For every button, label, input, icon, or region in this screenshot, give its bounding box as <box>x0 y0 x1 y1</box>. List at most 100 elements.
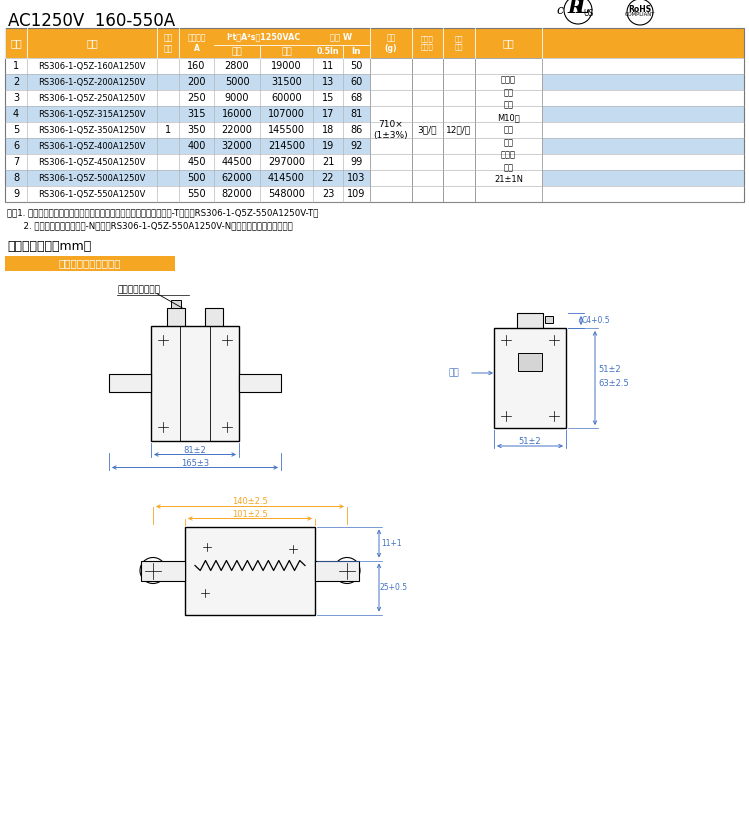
Text: 15: 15 <box>322 93 334 103</box>
Text: 86: 86 <box>351 125 363 135</box>
Bar <box>171 299 181 308</box>
Bar <box>109 374 151 392</box>
Text: RS306-1-Q5Z-350A1250V: RS306-1-Q5Z-350A1250V <box>38 126 146 135</box>
Text: 160: 160 <box>187 61 206 71</box>
Text: 2: 2 <box>13 77 19 87</box>
Bar <box>5 170 744 186</box>
Bar <box>5 186 744 202</box>
Text: 7: 7 <box>13 157 19 167</box>
Text: RS306-1-Q5Z-160A1250V: RS306-1-Q5Z-160A1250V <box>38 61 146 70</box>
Text: 3只/盒: 3只/盒 <box>418 126 437 135</box>
Text: 60000: 60000 <box>271 93 302 103</box>
Text: 414500: 414500 <box>268 173 305 183</box>
Text: 315: 315 <box>187 109 206 119</box>
Text: 9000: 9000 <box>225 93 249 103</box>
Text: 107000: 107000 <box>268 109 305 119</box>
Text: 350: 350 <box>187 125 206 135</box>
Text: 22000: 22000 <box>222 125 252 135</box>
Text: 18: 18 <box>322 125 334 135</box>
Text: 11+1: 11+1 <box>382 539 402 548</box>
Text: 165±3: 165±3 <box>181 459 209 468</box>
Bar <box>494 328 566 428</box>
Text: RS306-1-Q5Z-500A1250V: RS306-1-Q5Z-500A1250V <box>38 174 146 183</box>
Text: 25+0.5: 25+0.5 <box>380 583 408 592</box>
Text: 型号: 型号 <box>86 38 98 48</box>
Text: 基座（可加开关）: 基座（可加开关） <box>117 285 160 294</box>
Text: 产品外形尺寸（mm）: 产品外形尺寸（mm） <box>7 240 91 253</box>
Bar <box>443 58 475 202</box>
Text: ln: ln <box>352 47 361 56</box>
Text: 9: 9 <box>13 189 19 199</box>
Bar <box>475 58 542 202</box>
Bar <box>5 122 744 138</box>
Bar <box>518 353 542 371</box>
Text: 19: 19 <box>322 141 334 151</box>
Bar <box>315 561 359 581</box>
Bar <box>151 326 239 441</box>
Text: 21: 21 <box>322 157 334 167</box>
Text: 8: 8 <box>13 173 19 183</box>
Text: 101±2.5: 101±2.5 <box>232 510 268 519</box>
Bar <box>5 74 744 90</box>
Text: 1: 1 <box>165 125 171 135</box>
Text: 92: 92 <box>351 141 363 151</box>
Text: 400: 400 <box>187 141 206 151</box>
Text: 16000: 16000 <box>222 109 252 119</box>
Text: 包装
数量: 包装 数量 <box>455 36 463 50</box>
Bar <box>5 90 744 106</box>
Text: 450: 450 <box>187 157 206 167</box>
Text: 13: 13 <box>322 77 334 87</box>
Text: RS306-1-Q5Z-315A1250V: RS306-1-Q5Z-315A1250V <box>38 109 146 118</box>
Text: 尺寸
代码: 尺寸 代码 <box>163 33 172 53</box>
Text: 297000: 297000 <box>268 157 305 167</box>
Text: I²t（A²s）1250VAC: I²t（A²s）1250VAC <box>226 32 300 41</box>
Text: 11: 11 <box>322 61 334 71</box>
Text: R: R <box>568 0 584 17</box>
Text: 1: 1 <box>13 61 19 71</box>
Text: 22: 22 <box>322 173 334 183</box>
Bar <box>205 308 223 327</box>
Bar <box>5 154 744 170</box>
Text: 145500: 145500 <box>268 125 305 135</box>
Text: 0.5ln: 0.5ln <box>317 47 339 56</box>
Text: 68: 68 <box>351 93 363 103</box>
Text: 重量
(g): 重量 (g) <box>385 33 397 53</box>
Text: 82000: 82000 <box>222 189 252 199</box>
Text: 17: 17 <box>322 109 334 119</box>
Text: 550: 550 <box>187 189 206 199</box>
Text: 99: 99 <box>351 157 363 167</box>
Text: 81±2: 81±2 <box>184 446 207 455</box>
Text: 51±2: 51±2 <box>598 366 622 375</box>
Text: 燘断件外形及安装尺寸: 燘断件外形及安装尺寸 <box>58 259 121 269</box>
Text: 2800: 2800 <box>225 61 249 71</box>
Bar <box>5 106 744 122</box>
Text: 弧前: 弧前 <box>231 47 243 56</box>
Text: 31500: 31500 <box>271 77 302 87</box>
Text: 4: 4 <box>13 109 19 119</box>
Bar <box>5 138 744 154</box>
Text: 214500: 214500 <box>268 141 305 151</box>
Bar <box>185 527 315 614</box>
Text: RS306-1-Q5Z-400A1250V: RS306-1-Q5Z-400A1250V <box>38 141 146 151</box>
Bar <box>5 58 744 74</box>
Text: 548000: 548000 <box>268 189 305 199</box>
Text: RoHS: RoHS <box>628 4 652 13</box>
Text: 19000: 19000 <box>271 61 302 71</box>
Text: 23: 23 <box>322 189 334 199</box>
Text: 推荐安
装方
式：
M10螺
栓安
装；
推荐扭
矩：
21±1N: 推荐安 装方 式： M10螺 栓安 装； 推荐扭 矩： 21±1N <box>494 75 523 184</box>
Text: 500: 500 <box>187 173 206 183</box>
Text: 62000: 62000 <box>222 173 252 183</box>
Bar <box>5 256 175 271</box>
Text: RS306-1-Q5Z-450A1250V: RS306-1-Q5Z-450A1250V <box>38 157 146 166</box>
Text: 备注: 备注 <box>503 38 515 48</box>
Text: 200: 200 <box>187 77 206 87</box>
Text: 60: 60 <box>351 77 363 87</box>
Text: 44500: 44500 <box>222 157 252 167</box>
Text: 50: 50 <box>351 61 363 71</box>
Ellipse shape <box>261 575 279 603</box>
Bar <box>545 316 553 323</box>
Text: 6: 6 <box>13 141 19 151</box>
Text: RS306-1-Q5Z-200A1250V: RS306-1-Q5Z-200A1250V <box>38 78 146 87</box>
Bar <box>517 313 543 330</box>
Text: 12只/筱: 12只/筱 <box>446 126 472 135</box>
